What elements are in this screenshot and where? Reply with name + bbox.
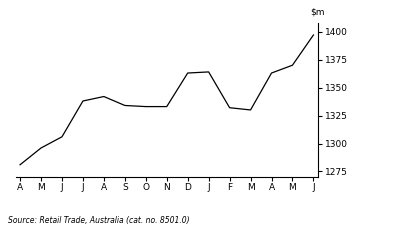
Text: Source: Retail Trade, Australia (cat. no. 8501.0): Source: Retail Trade, Australia (cat. no… [8, 216, 189, 225]
Text: $m: $m [310, 7, 325, 17]
